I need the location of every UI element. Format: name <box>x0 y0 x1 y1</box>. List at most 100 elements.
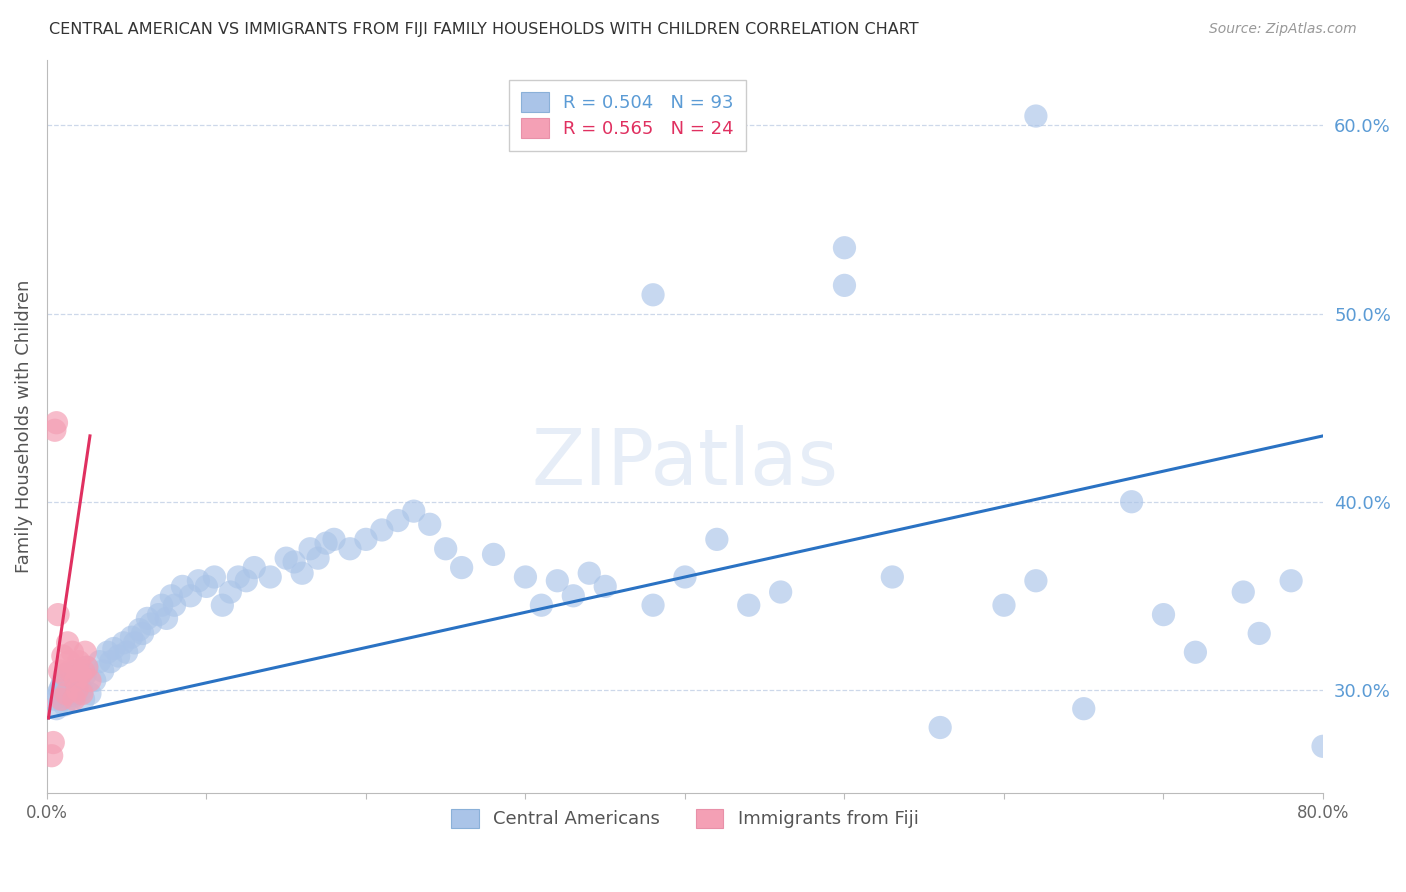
Point <box>100 655 122 669</box>
Point <box>59 692 82 706</box>
Point <box>65 673 87 688</box>
Point <box>70 687 93 701</box>
Point <box>45 701 67 715</box>
Point <box>62 645 84 659</box>
Point <box>323 533 346 547</box>
Point <box>53 698 76 712</box>
Point <box>1153 607 1175 622</box>
Point <box>67 655 90 669</box>
Point <box>89 655 111 669</box>
Point <box>72 692 94 706</box>
Point <box>51 679 73 693</box>
Point <box>1232 585 1254 599</box>
Point <box>371 523 394 537</box>
Point <box>66 687 89 701</box>
Point <box>59 664 82 678</box>
Point <box>75 668 97 682</box>
Point <box>65 664 87 678</box>
Point <box>291 566 314 581</box>
Text: CENTRAL AMERICAN VS IMMIGRANTS FROM FIJI FAMILY HOUSEHOLDS WITH CHILDREN CORRELA: CENTRAL AMERICAN VS IMMIGRANTS FROM FIJI… <box>49 22 920 37</box>
Point <box>66 682 89 697</box>
Point <box>993 598 1015 612</box>
Point <box>55 687 77 701</box>
Point <box>834 278 856 293</box>
Point <box>339 541 361 556</box>
Point <box>53 668 76 682</box>
Point <box>419 517 441 532</box>
Point <box>1312 739 1334 754</box>
Point <box>70 682 93 697</box>
Legend: Central Americans, Immigrants from Fiji: Central Americans, Immigrants from Fiji <box>444 801 925 836</box>
Point <box>226 570 249 584</box>
Point <box>76 660 98 674</box>
Text: Source: ZipAtlas.com: Source: ZipAtlas.com <box>1209 22 1357 37</box>
Point <box>41 748 63 763</box>
Point <box>46 607 69 622</box>
Point <box>219 585 242 599</box>
Point <box>58 655 80 669</box>
Point <box>283 555 305 569</box>
Point <box>96 645 118 659</box>
Point <box>402 504 425 518</box>
Point <box>187 574 209 588</box>
Point <box>738 598 761 612</box>
Point <box>706 533 728 547</box>
Point <box>72 664 94 678</box>
Point <box>1025 574 1047 588</box>
Point <box>195 579 218 593</box>
Point <box>641 598 664 612</box>
Point <box>44 423 66 437</box>
Point <box>56 687 79 701</box>
Point <box>75 645 97 659</box>
Point <box>1073 701 1095 715</box>
Point <box>52 648 75 663</box>
Point <box>52 692 75 706</box>
Point <box>211 598 233 612</box>
Point <box>882 570 904 584</box>
Point <box>354 533 377 547</box>
Point <box>56 636 79 650</box>
Point <box>45 416 67 430</box>
Point <box>307 551 329 566</box>
Point <box>515 570 537 584</box>
Point <box>434 541 457 556</box>
Point <box>450 560 472 574</box>
Point <box>155 611 177 625</box>
Point <box>139 617 162 632</box>
Point <box>107 648 129 663</box>
Point <box>1184 645 1206 659</box>
Point <box>276 551 298 566</box>
Point <box>315 536 337 550</box>
Point <box>172 579 194 593</box>
Point <box>299 541 322 556</box>
Point <box>51 692 73 706</box>
Point <box>55 668 77 682</box>
Point <box>58 682 80 697</box>
Point <box>482 548 505 562</box>
Point <box>76 660 98 674</box>
Point <box>67 673 90 688</box>
Point <box>63 692 86 706</box>
Point <box>235 574 257 588</box>
Point <box>1249 626 1271 640</box>
Point <box>115 645 138 659</box>
Point <box>79 673 101 688</box>
Point <box>79 687 101 701</box>
Point <box>1025 109 1047 123</box>
Point <box>120 630 142 644</box>
Point <box>150 598 173 612</box>
Point <box>124 636 146 650</box>
Point <box>202 570 225 584</box>
Point <box>62 679 84 693</box>
Point <box>834 241 856 255</box>
Point <box>52 673 75 688</box>
Point <box>91 664 114 678</box>
Point <box>112 636 135 650</box>
Point <box>929 721 952 735</box>
Point <box>103 641 125 656</box>
Text: ZIPatlas: ZIPatlas <box>531 425 838 501</box>
Point <box>163 598 186 612</box>
Point <box>259 570 281 584</box>
Point <box>42 735 65 749</box>
Point <box>179 589 201 603</box>
